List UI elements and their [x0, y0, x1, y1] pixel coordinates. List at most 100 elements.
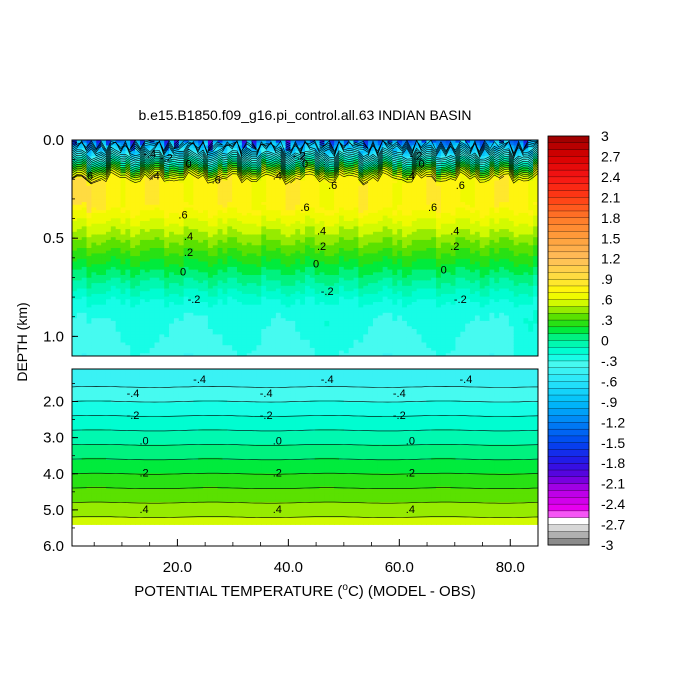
upper-cell	[275, 150, 282, 155]
upper-cell	[96, 261, 102, 265]
upper-cell	[125, 237, 131, 241]
upper-cell	[86, 226, 93, 230]
upper-cell	[319, 315, 326, 319]
upper-cell	[81, 253, 88, 257]
upper-cell	[91, 156, 97, 160]
upper-cell	[101, 285, 107, 290]
upper-cell	[353, 326, 359, 330]
upper-cell	[178, 331, 185, 335]
upper-cell	[149, 264, 156, 268]
upper-cell	[164, 299, 170, 303]
upper-cell	[183, 194, 190, 198]
upper-cell	[334, 210, 340, 214]
upper-cell	[261, 180, 267, 184]
upper-cell	[86, 331, 93, 335]
upper-cell	[353, 188, 359, 192]
upper-cell	[285, 310, 292, 314]
upper-cell	[178, 191, 185, 195]
upper-cell	[193, 261, 199, 265]
upper-cell	[300, 231, 306, 236]
upper-cell	[105, 196, 112, 200]
upper-cell	[261, 199, 267, 203]
upper-cell	[149, 172, 156, 176]
upper-cell	[246, 283, 253, 287]
upper-cell	[309, 347, 316, 352]
upper-cell	[368, 188, 374, 192]
upper-cell	[86, 142, 93, 146]
upper-cell	[130, 180, 136, 184]
upper-cell	[217, 296, 224, 300]
upper-cell	[358, 221, 364, 225]
upper-cell	[319, 191, 326, 195]
upper-cell	[217, 307, 224, 311]
upper-cell	[237, 345, 243, 349]
upper-cell	[81, 347, 88, 352]
upper-cell	[198, 288, 204, 292]
upper-cell	[115, 223, 122, 227]
upper-cell	[363, 164, 369, 168]
upper-cell	[120, 150, 126, 155]
upper-cell	[290, 234, 296, 238]
upper-cell	[125, 234, 131, 238]
upper-cell	[314, 345, 321, 349]
upper-cell	[343, 196, 350, 200]
upper-cell	[76, 215, 83, 219]
upper-cell	[212, 221, 219, 225]
upper-cell	[96, 226, 102, 230]
upper-cell	[300, 269, 306, 273]
upper-cell	[135, 183, 141, 187]
upper-cell	[110, 231, 117, 236]
upper-cell	[120, 331, 126, 335]
upper-cell	[188, 183, 194, 187]
upper-cell	[144, 275, 151, 279]
upper-cell	[159, 237, 165, 241]
upper-cell	[159, 183, 165, 187]
upper-cell	[169, 226, 175, 230]
upper-cell	[178, 245, 185, 249]
upper-cell	[271, 272, 277, 276]
upper-cell	[300, 253, 306, 257]
upper-cell	[76, 285, 83, 290]
upper-cell	[237, 204, 243, 209]
upper-cell	[139, 315, 146, 319]
upper-cell	[169, 345, 175, 349]
upper-cell	[319, 307, 326, 311]
upper-cell	[178, 204, 185, 209]
upper-cell	[207, 318, 214, 322]
upper-cell	[149, 167, 156, 171]
upper-cell	[159, 339, 165, 344]
upper-cell	[314, 140, 321, 144]
upper-cell	[227, 334, 233, 338]
upper-cell	[353, 302, 359, 306]
upper-cell	[261, 320, 267, 325]
upper-cell	[91, 210, 97, 214]
upper-cell	[232, 226, 238, 230]
upper-cell	[164, 185, 170, 190]
upper-cell	[285, 234, 292, 238]
upper-cell	[285, 188, 292, 192]
upper-cell	[81, 264, 88, 268]
upper-cell	[241, 204, 248, 209]
upper-cell	[217, 258, 224, 263]
upper-cell	[266, 337, 272, 341]
upper-cell	[105, 185, 112, 190]
upper-cell	[271, 353, 277, 356]
upper-cell	[261, 293, 267, 298]
upper-cell	[324, 264, 330, 268]
upper-cell	[203, 215, 209, 219]
upper-cell	[101, 199, 107, 203]
upper-cell	[81, 291, 88, 295]
upper-cell	[334, 323, 340, 327]
upper-cell	[188, 226, 194, 230]
upper-cell	[188, 264, 194, 268]
upper-cell	[266, 202, 272, 206]
upper-cell	[280, 183, 287, 187]
upper-cell	[115, 258, 122, 263]
upper-cell	[324, 218, 330, 222]
upper-cell	[266, 167, 272, 171]
upper-cell	[159, 234, 165, 238]
upper-cell	[334, 304, 340, 308]
upper-cell	[368, 140, 374, 144]
upper-cell	[183, 253, 190, 257]
upper-cell	[280, 229, 287, 233]
